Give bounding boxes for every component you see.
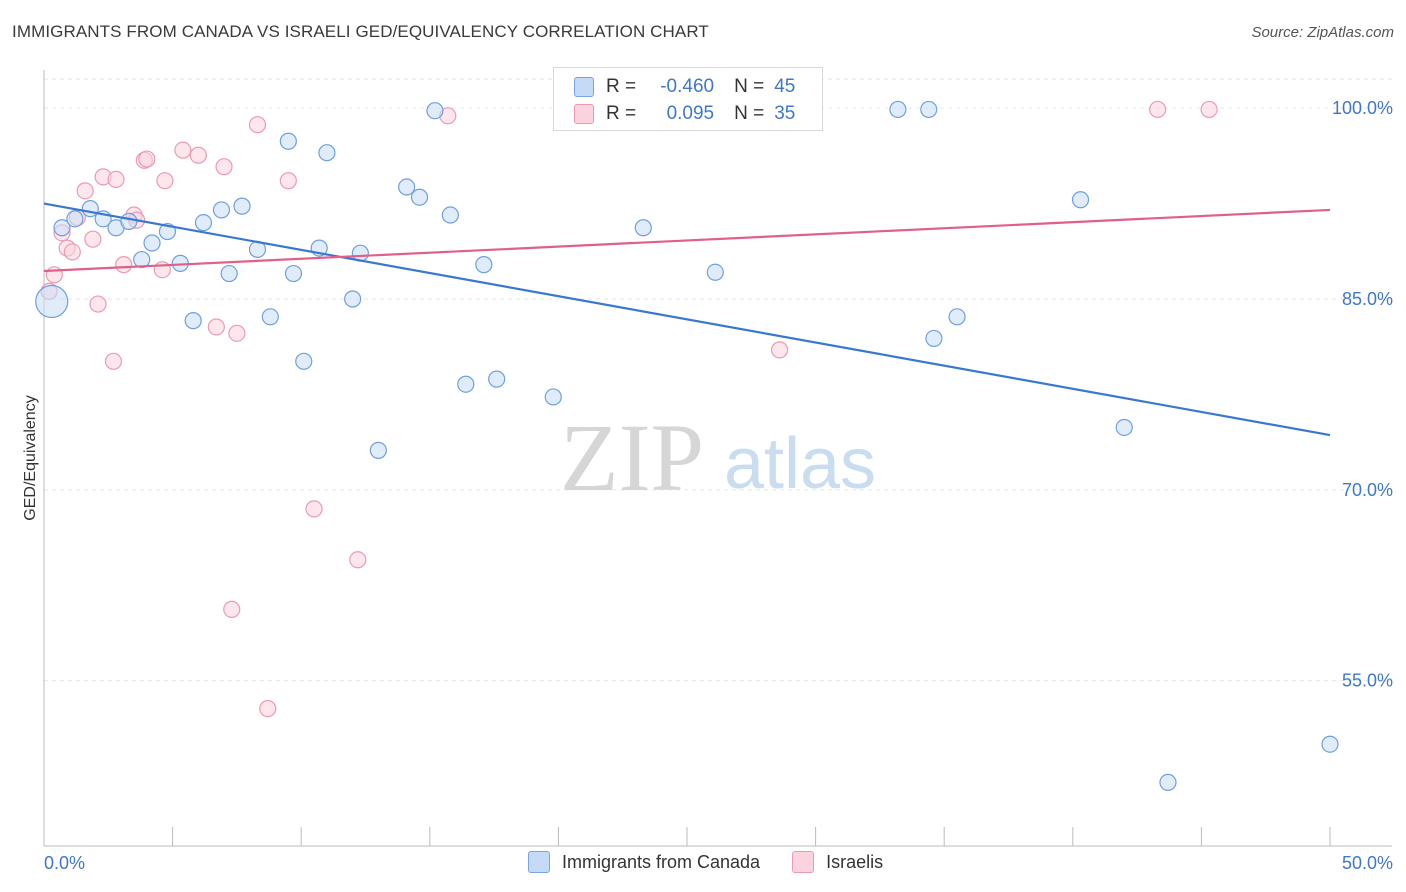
correlation-legend: R = -0.460 N = 45 R = 0.095 N = 35	[553, 67, 823, 131]
axes	[43, 70, 1392, 847]
grid-lines	[44, 78, 1392, 682]
data-point	[143, 234, 161, 252]
data-point	[1159, 773, 1177, 791]
data-point	[115, 256, 133, 274]
data-point	[279, 172, 297, 190]
data-point	[84, 230, 102, 248]
data-point	[107, 170, 125, 189]
x-tick-label: 0.0%	[44, 853, 85, 873]
data-point	[475, 256, 493, 274]
data-point	[706, 263, 724, 281]
legend-row-israelis: R = 0.095 N = 35	[574, 101, 795, 127]
data-point	[63, 243, 81, 261]
series-legend: Immigrants from Canada Israelis	[528, 851, 915, 873]
r-label: R =	[606, 76, 637, 97]
data-point	[233, 197, 251, 215]
n-label: N =	[734, 76, 765, 97]
y-axis-label: GED/Equivalency	[22, 395, 39, 520]
data-point	[441, 206, 459, 224]
n-value-israelis: 35	[774, 103, 796, 124]
chart-title: IMMIGRANTS FROM CANADA VS ISRAELI GED/EQ…	[12, 22, 709, 41]
data-point	[261, 308, 279, 326]
data-point	[410, 188, 429, 206]
data-point	[66, 210, 84, 228]
data-point	[279, 132, 297, 150]
data-point	[259, 700, 277, 718]
y-tick-label: 55.0%	[1342, 671, 1393, 691]
data-point	[248, 116, 267, 134]
data-point	[207, 318, 225, 336]
data-point	[156, 172, 174, 190]
legend-label-canada: Immigrants from Canada	[562, 851, 761, 872]
data-point	[457, 375, 475, 393]
data-point	[318, 144, 336, 162]
data-point	[426, 102, 444, 120]
data-point	[104, 352, 123, 370]
legend-item-israelis: Israelis	[792, 851, 883, 873]
data-point	[89, 295, 107, 313]
data-point	[133, 250, 151, 269]
data-point	[1149, 100, 1167, 119]
r-label: R =	[606, 103, 637, 124]
legend-item-canada: Immigrants from Canada	[528, 851, 760, 873]
watermark-zip: ZIP	[560, 404, 704, 511]
data-point	[1071, 191, 1090, 209]
data-point	[344, 290, 362, 308]
legend-row-canada: R = -0.460 N = 45	[574, 74, 795, 100]
data-point	[220, 264, 238, 283]
r-value-canada: -0.460	[660, 76, 715, 97]
data-point	[215, 158, 233, 176]
data-point	[189, 146, 207, 164]
data-point	[35, 284, 69, 319]
data-point	[1321, 735, 1339, 753]
y-tick-label: 70.0%	[1342, 480, 1393, 500]
data-point	[305, 500, 323, 518]
data-point	[223, 600, 241, 618]
data-point	[284, 264, 303, 283]
data-point	[398, 178, 416, 196]
data-point	[295, 352, 313, 370]
series-canada-points	[35, 100, 1339, 791]
data-point	[544, 388, 562, 406]
data-point	[770, 341, 789, 359]
data-point	[1200, 100, 1218, 119]
data-point	[228, 324, 246, 342]
tick-labels: 55.0% 70.0% 85.0% 100.0% 0.0% 50.0%	[44, 98, 1393, 873]
watermark-atlas: atlas	[724, 424, 876, 504]
legend-swatch-israelis	[792, 851, 815, 873]
data-point	[76, 182, 94, 200]
data-point	[1115, 418, 1133, 437]
source-label: Source: ZipAtlas.com	[1251, 24, 1394, 41]
legend-swatch-canada	[574, 77, 594, 97]
legend-label-israelis: Israelis	[826, 851, 884, 872]
y-tick-label: 100.0%	[1332, 98, 1393, 118]
n-label: N =	[734, 103, 765, 124]
data-point	[194, 214, 213, 232]
watermark: ZIP atlas	[560, 404, 876, 511]
data-point	[920, 100, 938, 119]
x-tick-label: 50.0%	[1342, 853, 1393, 873]
data-point	[138, 150, 156, 168]
legend-swatch-israelis	[574, 104, 594, 124]
y-tick-label: 85.0%	[1342, 289, 1393, 309]
trend-lines	[43, 202, 1331, 437]
data-point	[120, 212, 138, 230]
data-point	[349, 551, 367, 569]
data-point	[634, 219, 652, 237]
data-point	[889, 100, 907, 119]
trend-line-israelis	[43, 208, 1331, 273]
data-point	[488, 370, 506, 388]
data-point	[925, 329, 943, 348]
data-point	[212, 201, 231, 219]
data-point	[948, 308, 966, 326]
data-point	[184, 312, 202, 330]
legend-swatch-canada	[528, 851, 550, 873]
data-point	[369, 441, 387, 459]
data-point	[174, 141, 192, 159]
data-point	[53, 219, 71, 237]
trend-line-canada	[43, 202, 1331, 437]
n-value-canada: 45	[774, 76, 796, 97]
r-value-israelis: 0.095	[666, 103, 715, 124]
